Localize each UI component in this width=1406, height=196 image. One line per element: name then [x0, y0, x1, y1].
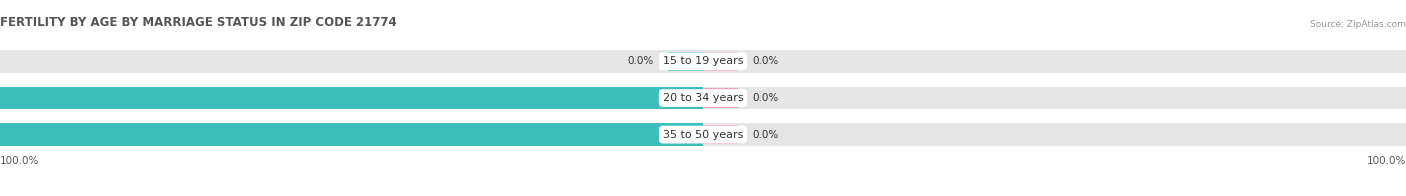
Text: 15 to 19 years: 15 to 19 years	[662, 56, 744, 66]
Bar	[0, 87, 703, 109]
Bar	[703, 87, 1406, 109]
Bar	[0, 87, 703, 109]
Bar	[703, 52, 738, 71]
Text: 20 to 34 years: 20 to 34 years	[662, 93, 744, 103]
Text: 100.0%: 100.0%	[1367, 156, 1406, 166]
Bar	[0, 123, 703, 146]
Bar	[703, 50, 1406, 73]
Text: 35 to 50 years: 35 to 50 years	[662, 130, 744, 140]
Text: FERTILITY BY AGE BY MARRIAGE STATUS IN ZIP CODE 21774: FERTILITY BY AGE BY MARRIAGE STATUS IN Z…	[0, 16, 396, 29]
Bar	[668, 52, 703, 71]
Bar	[703, 123, 1406, 146]
Bar	[0, 123, 703, 146]
Bar	[703, 125, 738, 144]
Text: 0.0%: 0.0%	[752, 130, 779, 140]
Text: 0.0%: 0.0%	[627, 56, 654, 66]
Bar	[0, 50, 703, 73]
Text: 100.0%: 100.0%	[0, 156, 39, 166]
Text: Source: ZipAtlas.com: Source: ZipAtlas.com	[1310, 20, 1406, 29]
Text: 0.0%: 0.0%	[752, 56, 779, 66]
Bar	[668, 88, 703, 108]
Bar	[668, 125, 703, 144]
Text: 0.0%: 0.0%	[752, 93, 779, 103]
Bar	[703, 88, 738, 108]
